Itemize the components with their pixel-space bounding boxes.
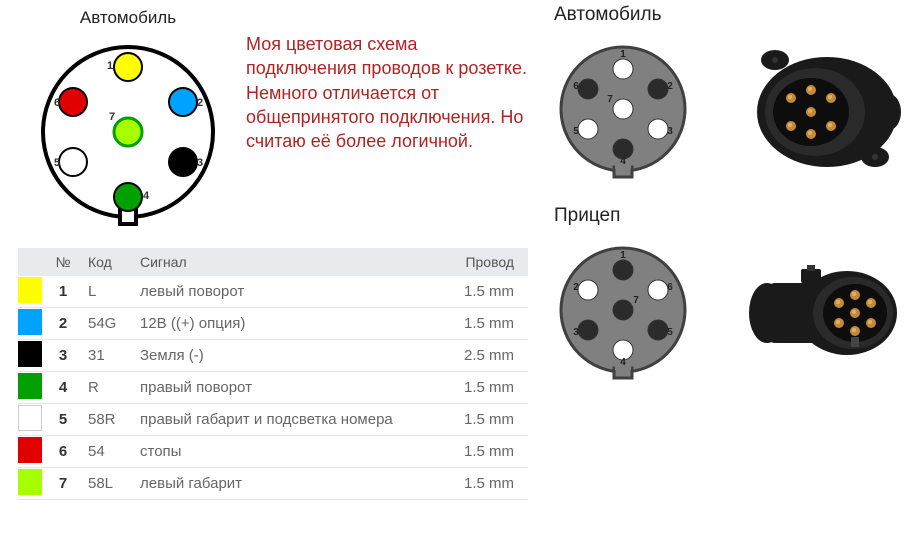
table-header: Сигнал — [132, 248, 456, 276]
table-header: № — [46, 248, 80, 276]
trailer-block: Прицеп 1 2 3 4 5 6 7 — [548, 205, 916, 390]
wiring-table: №КодСигналПровод 1Lлевый поворот1.5 mm25… — [18, 248, 528, 500]
svg-text:5: 5 — [573, 126, 579, 137]
trailer-label: Прицеп — [548, 205, 916, 227]
svg-text:7: 7 — [607, 94, 613, 105]
row-number: 3 — [46, 340, 80, 372]
row-code: L — [80, 276, 132, 308]
main-connector-block: Автомобиль 1 2 3 4 5 6 7 — [18, 8, 238, 232]
table-header: Провод — [456, 248, 528, 276]
row-code: 58R — [80, 404, 132, 436]
row-number: 1 — [46, 276, 80, 308]
color-chip — [18, 469, 42, 495]
row-wire: 1.5 mm — [456, 308, 528, 340]
car-label: Автомобиль — [548, 4, 916, 26]
main-connector-diagram: 1 2 3 4 5 6 7 — [28, 32, 228, 232]
row-number: 7 — [46, 468, 80, 500]
color-chip — [18, 437, 42, 463]
svg-text:6: 6 — [54, 97, 60, 109]
row-wire: 1.5 mm — [456, 468, 528, 500]
svg-text:7: 7 — [633, 295, 639, 306]
row-number: 4 — [46, 372, 80, 404]
row-signal: левый габарит — [132, 468, 456, 500]
plug-photo — [722, 243, 912, 383]
svg-text:3: 3 — [197, 157, 203, 169]
row-number: 5 — [46, 404, 80, 436]
table-header: Код — [80, 248, 132, 276]
color-chip — [18, 341, 42, 367]
table-row: 331Земля (-)2.5 mm — [18, 340, 528, 372]
row-wire: 1.5 mm — [456, 404, 528, 436]
car-block: Автомобиль 1 2 3 4 5 6 7 — [548, 4, 916, 189]
svg-text:4: 4 — [620, 357, 626, 368]
row-signal: 12В ((+) опция) — [132, 308, 456, 340]
trailer-connector-diagram: 1 2 3 4 5 6 7 — [548, 235, 698, 390]
svg-text:3: 3 — [667, 126, 673, 137]
table-row: 254G12В ((+) опция)1.5 mm — [18, 308, 528, 340]
socket-photo — [722, 42, 912, 182]
right-column: Автомобиль 1 2 3 4 5 6 7 Прицеп 1 2 3 4 5 6 7 — [540, 0, 924, 559]
table-header — [18, 248, 46, 276]
svg-text:6: 6 — [667, 282, 673, 293]
row-wire: 1.5 mm — [456, 372, 528, 404]
svg-text:3: 3 — [573, 327, 579, 338]
table-row: 758Lлевый габарит1.5 mm — [18, 468, 528, 500]
row-code: 54 — [80, 436, 132, 468]
color-chip — [18, 373, 42, 399]
left-column: Автомобиль 1234567 Моя цветовая схема по… — [0, 0, 540, 559]
row-wire: 1.5 mm — [456, 276, 528, 308]
svg-text:5: 5 — [54, 157, 60, 169]
table-row: 558Rправый габарит и подсветка номера1.5… — [18, 404, 528, 436]
table-row: 1Lлевый поворот1.5 mm — [18, 276, 528, 308]
top-row: Автомобиль 1 2 3 4 5 6 7 Моя цветовая схема по… — [18, 8, 528, 232]
row-signal: правый габарит и подсветка номера — [132, 404, 456, 436]
svg-text:1: 1 — [107, 60, 113, 72]
svg-text:2: 2 — [197, 97, 203, 109]
row-number: 6 — [46, 436, 80, 468]
row-code: 58L — [80, 468, 132, 500]
row-wire: 2.5 mm — [456, 340, 528, 372]
svg-text:4: 4 — [620, 156, 626, 167]
color-chip — [18, 309, 42, 335]
row-signal: Земля (-) — [132, 340, 456, 372]
svg-text:2: 2 — [573, 282, 579, 293]
row-code: R — [80, 372, 132, 404]
color-chip — [18, 405, 42, 431]
table-row: 654стопы1.5 mm — [18, 436, 528, 468]
svg-text:2: 2 — [667, 81, 673, 92]
row-signal: стопы — [132, 436, 456, 468]
table-row: 4Rправый поворот1.5 mm — [18, 372, 528, 404]
description-text: Моя цветовая схема подключения проводов … — [238, 8, 528, 153]
svg-text:6: 6 — [573, 81, 579, 92]
main-connector-label: Автомобиль — [18, 8, 238, 28]
row-code: 54G — [80, 308, 132, 340]
row-wire: 1.5 mm — [456, 436, 528, 468]
color-chip — [18, 277, 42, 303]
row-code: 31 — [80, 340, 132, 372]
row-signal: левый поворот — [132, 276, 456, 308]
svg-text:5: 5 — [667, 327, 673, 338]
svg-text:1: 1 — [620, 49, 626, 60]
svg-text:7: 7 — [109, 111, 115, 123]
row-number: 2 — [46, 308, 80, 340]
row-signal: правый поворот — [132, 372, 456, 404]
svg-text:4: 4 — [143, 190, 150, 202]
car-connector-diagram: 1 2 3 4 5 6 7 — [548, 34, 698, 189]
svg-text:1: 1 — [620, 250, 626, 261]
